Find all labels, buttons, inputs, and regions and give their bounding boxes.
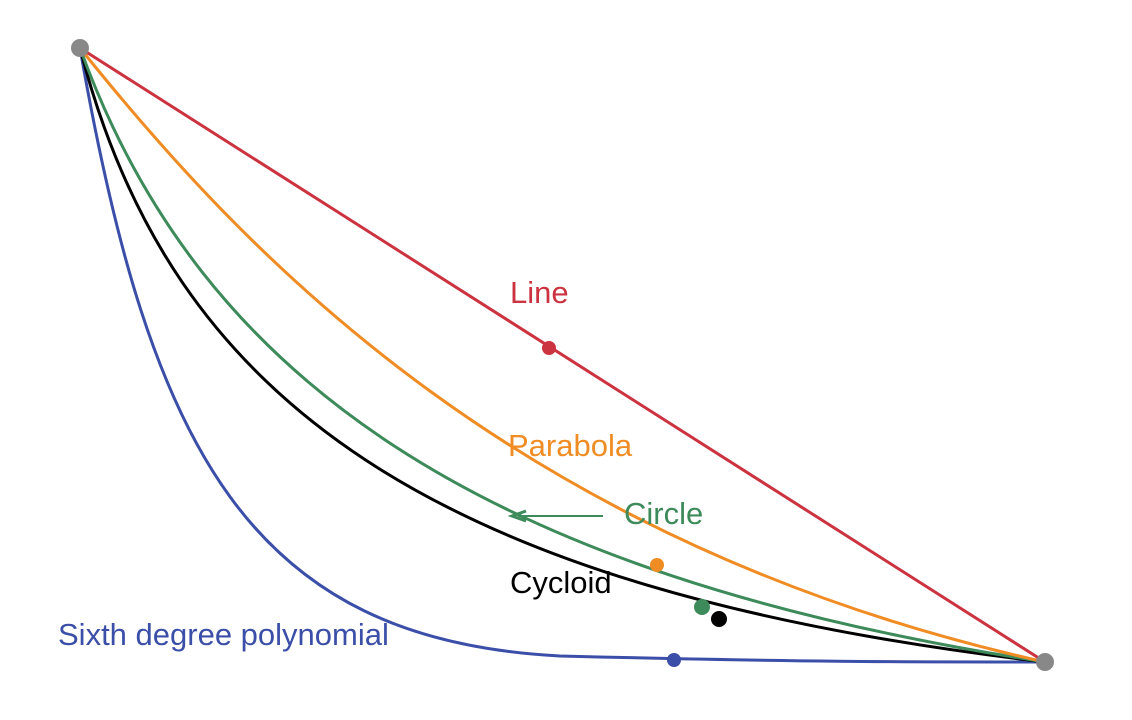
circle-dot — [694, 599, 710, 615]
parabola-curve — [78, 47, 1046, 664]
polynomial-curve — [78, 47, 1046, 664]
parabola-dot — [650, 558, 664, 572]
line-dot — [542, 341, 556, 355]
circle-label: Circle — [624, 496, 703, 531]
cycloid-label: Cycloid — [510, 565, 612, 600]
cycloid-dot — [711, 611, 727, 627]
parabola-label: Parabola — [508, 428, 633, 463]
cycloid-curve — [78, 47, 1046, 664]
polynomial-dot — [667, 653, 681, 667]
line-curve — [79, 46, 1046, 664]
start-point — [71, 39, 89, 57]
end-point — [1036, 653, 1054, 671]
circle-curve — [78, 47, 1046, 664]
line-label: Line — [510, 275, 569, 310]
circle-arrowhead — [507, 509, 527, 523]
polynomial-label: Sixth degree polynomial — [58, 617, 389, 652]
